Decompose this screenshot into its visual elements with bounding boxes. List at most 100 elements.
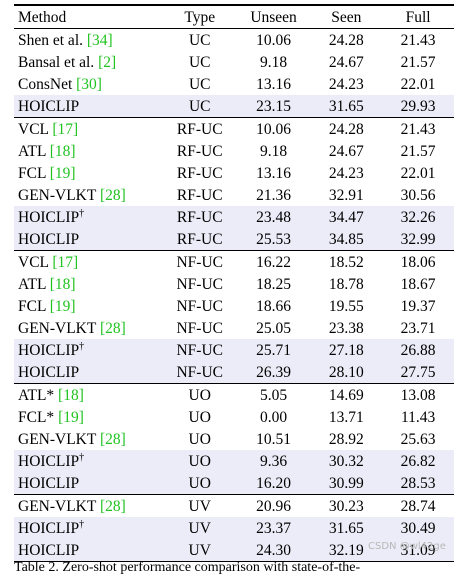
full-cell: 18.06 (382, 250, 454, 273)
method-name: FCL* (18, 408, 59, 426)
citation-link[interactable]: [28] (99, 430, 126, 448)
full-cell: 22.01 (400, 164, 436, 182)
seen-cell: 24.67 (328, 53, 364, 71)
method-cell: GEN-VLKT [28] (14, 184, 163, 206)
full-cell: 11.43 (400, 408, 436, 426)
method-name: GEN-VLKT (18, 186, 100, 204)
table-row: FCL [19] NF-UC 18.66 19.55 19.37 (14, 295, 454, 317)
type-cell: UV (162, 494, 237, 517)
method-cell: Bansal et al. [2] (14, 51, 163, 73)
type-cell: UC (188, 53, 211, 71)
type-cell: NF-UC (162, 361, 237, 384)
dagger-mark: † (79, 340, 85, 352)
full-cell: 28.53 (382, 472, 454, 495)
table-row: GEN-VLKT [28] UO 10.51 28.92 25.63 (14, 428, 454, 450)
unseen-cell: 23.15 (236, 95, 311, 118)
table-row: GEN-VLKT [28] RF-UC 21.36 32.91 30.56 (14, 184, 454, 206)
method-cell: VCL [17] (14, 250, 163, 273)
method-cell: HOICLIP (14, 472, 163, 495)
full-cell: 30.49 (382, 517, 454, 539)
full-cell: 27.75 (382, 361, 454, 384)
method-name: ATL (18, 275, 50, 293)
seen-cell: 24.28 (310, 117, 383, 140)
table-row: GEN-VLKT [28] UV 20.96 30.23 28.74 (14, 494, 454, 517)
method-cell: FCL [19] (14, 295, 163, 317)
unseen-cell: 18.25 (256, 275, 291, 293)
table-row: HOICLIP NF-UC 26.39 28.10 27.75 (14, 361, 454, 384)
method-cell: ATL [18] (14, 140, 163, 162)
full-cell: 30.56 (400, 186, 436, 204)
table-row: HOICLIP† UO 9.36 30.32 26.82 (14, 450, 454, 472)
dagger-mark: † (79, 207, 85, 219)
seen-cell: 18.52 (310, 250, 383, 273)
method-cell: HOICLIP (14, 228, 163, 251)
seen-cell: 23.38 (328, 319, 364, 337)
method-name: ConsNet (18, 75, 77, 93)
results-table: Method Type Unseen Seen Full Shen et al.… (14, 4, 454, 562)
citation-link[interactable]: [28] (99, 319, 126, 337)
table-row: ATL [18] NF-UC 18.25 18.78 18.67 (14, 273, 454, 295)
type-cell: RF-UC (176, 186, 223, 204)
full-cell: 21.57 (400, 142, 436, 160)
type-cell: UC (162, 95, 237, 118)
type-cell: UV (162, 517, 237, 539)
method-cell: HOICLIP† (14, 517, 163, 539)
unseen-cell: 13.16 (256, 75, 291, 93)
table-row: VCL [17] RF-UC 10.06 24.28 21.43 (14, 117, 454, 140)
citation-link[interactable]: [17] (52, 253, 79, 271)
method-name: FCL (18, 297, 50, 315)
full-cell: 19.37 (400, 297, 436, 315)
method-name: ATL (18, 142, 50, 160)
full-cell: 31.09 (382, 539, 454, 562)
table-row: Bansal et al. [2] UC 9.18 24.67 21.57 (14, 51, 454, 73)
method-name: GEN-VLKT (18, 497, 100, 515)
method-cell: FCL* [19] (14, 406, 163, 428)
full-cell: 21.43 (382, 117, 454, 140)
seen-cell: 31.65 (310, 517, 383, 539)
type-cell: UC (188, 31, 211, 49)
unseen-cell: 0.00 (260, 408, 288, 426)
citation-link[interactable]: [19] (49, 297, 76, 315)
citation-link[interactable]: [18] (58, 386, 84, 404)
citation-link[interactable]: [34] (86, 31, 113, 49)
seen-cell: 19.55 (328, 297, 364, 315)
table-row: HOICLIP UV 24.30 32.19 31.09 (14, 539, 454, 562)
table-row: FCL* [19] UO 0.00 13.71 11.43 (14, 406, 454, 428)
method-name: HOICLIP (18, 519, 80, 537)
seen-cell: 24.28 (328, 31, 364, 49)
citation-link[interactable]: [28] (99, 497, 126, 515)
citation-link[interactable]: [2] (98, 53, 117, 71)
type-cell: NF-UC (162, 339, 237, 361)
header-type: Type (162, 4, 237, 29)
method-cell: VCL [17] (14, 117, 163, 140)
citation-link[interactable]: [28] (99, 186, 126, 204)
dagger-mark: † (79, 451, 85, 463)
citation-link[interactable]: [18] (49, 142, 76, 160)
citation-link[interactable]: [17] (52, 120, 79, 138)
method-name: HOICLIP (18, 363, 80, 381)
citation-link[interactable]: [19] (58, 408, 84, 426)
citation-link[interactable]: [30] (76, 75, 102, 93)
dagger-mark: † (79, 518, 85, 530)
method-cell: GEN-VLKT [28] (14, 494, 163, 517)
table-row: ATL* [18] UO 5.05 14.69 13.08 (14, 383, 454, 406)
type-cell: NF-UC (176, 319, 223, 337)
full-cell: 23.71 (400, 319, 436, 337)
citation-link[interactable]: [18] (49, 275, 76, 293)
citation-link[interactable]: [19] (49, 164, 76, 182)
full-cell: 13.08 (382, 383, 454, 406)
unseen-cell: 25.71 (236, 339, 311, 361)
watermark: CSDN @wl42ge (368, 541, 446, 552)
method-cell: GEN-VLKT [28] (14, 428, 163, 450)
type-cell: RF-UC (162, 117, 237, 140)
method-cell: HOICLIP (14, 361, 163, 384)
unseen-cell: 9.18 (260, 142, 288, 160)
table-row: HOICLIP† UV 23.37 31.65 30.49 (14, 517, 454, 539)
seen-cell: 30.23 (310, 494, 383, 517)
table-row: HOICLIP UC 23.15 31.65 29.93 (14, 95, 454, 118)
seen-cell: 31.65 (310, 95, 383, 118)
table-row: HOICLIP RF-UC 25.53 34.85 32.99 (14, 228, 454, 251)
method-cell: GEN-VLKT [28] (14, 317, 163, 339)
full-cell: 32.26 (382, 206, 454, 228)
full-cell: 21.57 (400, 53, 436, 71)
